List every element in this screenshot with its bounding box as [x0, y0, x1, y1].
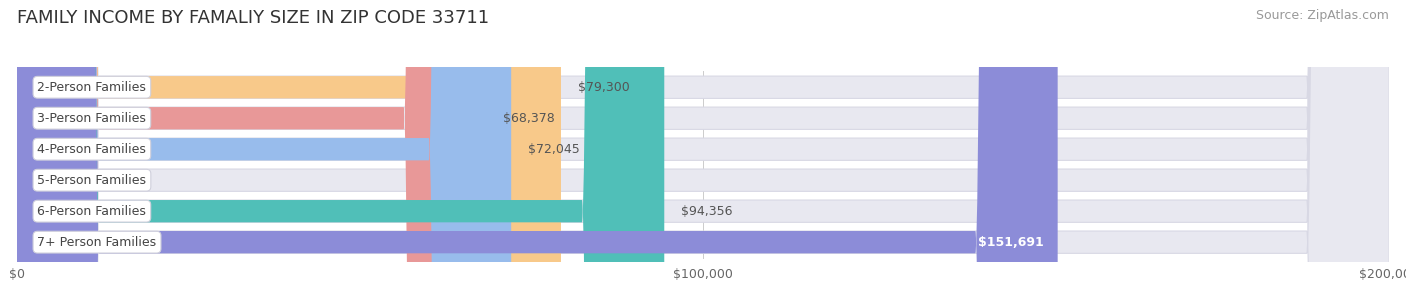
Text: FAMILY INCOME BY FAMALIY SIZE IN ZIP CODE 33711: FAMILY INCOME BY FAMALIY SIZE IN ZIP COD… — [17, 9, 489, 27]
FancyBboxPatch shape — [17, 0, 512, 305]
Text: 5-Person Families: 5-Person Families — [38, 174, 146, 187]
Text: 2-Person Families: 2-Person Families — [38, 81, 146, 94]
FancyBboxPatch shape — [17, 0, 664, 305]
FancyBboxPatch shape — [17, 0, 1389, 305]
Text: 3-Person Families: 3-Person Families — [38, 112, 146, 125]
Text: $94,356: $94,356 — [682, 205, 733, 218]
FancyBboxPatch shape — [17, 0, 1389, 305]
Text: 7+ Person Families: 7+ Person Families — [38, 236, 156, 249]
Text: $79,300: $79,300 — [578, 81, 630, 94]
FancyBboxPatch shape — [17, 0, 1389, 305]
Text: 4-Person Families: 4-Person Families — [38, 143, 146, 156]
FancyBboxPatch shape — [17, 0, 1389, 305]
Text: 6-Person Families: 6-Person Families — [38, 205, 146, 218]
Text: $72,045: $72,045 — [529, 143, 581, 156]
Text: $68,378: $68,378 — [503, 112, 555, 125]
FancyBboxPatch shape — [17, 0, 1389, 305]
Text: Source: ZipAtlas.com: Source: ZipAtlas.com — [1256, 9, 1389, 22]
FancyBboxPatch shape — [17, 0, 1057, 305]
FancyBboxPatch shape — [0, 0, 100, 305]
Text: $151,691: $151,691 — [979, 236, 1043, 249]
Text: $0: $0 — [89, 174, 105, 187]
FancyBboxPatch shape — [17, 0, 486, 305]
FancyBboxPatch shape — [17, 0, 1389, 305]
FancyBboxPatch shape — [17, 0, 561, 305]
